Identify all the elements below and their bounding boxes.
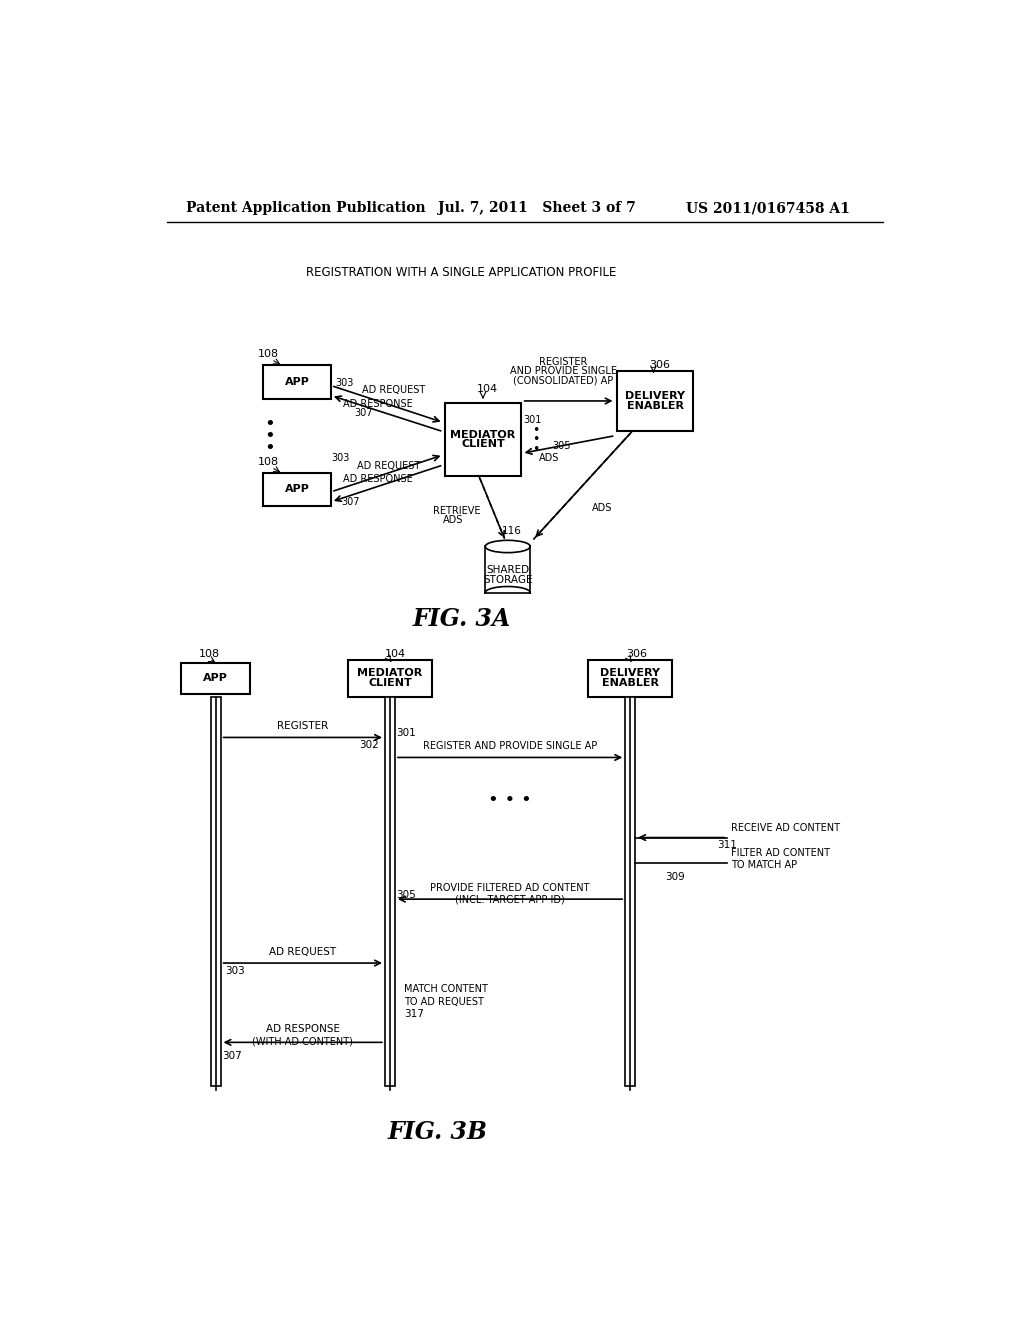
Text: REGISTER: REGISTER	[278, 721, 329, 731]
Text: (INCL. TARGET APP ID): (INCL. TARGET APP ID)	[456, 895, 565, 906]
Text: 108: 108	[258, 348, 280, 359]
Text: 104: 104	[385, 649, 407, 660]
Text: MEDIATOR: MEDIATOR	[357, 668, 423, 678]
Text: 307: 307	[341, 496, 359, 507]
Text: 309: 309	[665, 873, 685, 882]
Text: MEDIATOR: MEDIATOR	[451, 429, 515, 440]
Bar	[617, 371, 693, 430]
Bar	[385, 697, 395, 1086]
Text: 311: 311	[717, 841, 737, 850]
Text: DELIVERY: DELIVERY	[625, 391, 685, 401]
Text: CLIENT: CLIENT	[368, 678, 412, 688]
Text: REGISTER: REGISTER	[540, 356, 588, 367]
Text: 116: 116	[502, 527, 521, 536]
Text: 104: 104	[477, 384, 498, 393]
Text: RECEIVE AD CONTENT: RECEIVE AD CONTENT	[731, 822, 840, 833]
Text: 306: 306	[649, 360, 670, 370]
Text: STORAGE: STORAGE	[483, 576, 532, 585]
Text: TO MATCH AP: TO MATCH AP	[731, 861, 797, 870]
Text: 301: 301	[396, 727, 416, 738]
Text: • • •: • • •	[488, 791, 531, 809]
Text: 303: 303	[225, 966, 245, 975]
Text: AND PROVIDE SINGLE: AND PROVIDE SINGLE	[510, 366, 617, 376]
Text: •: •	[532, 442, 540, 455]
Text: 305: 305	[553, 441, 571, 451]
Text: •: •	[264, 438, 275, 457]
Text: AD REQUEST: AD REQUEST	[269, 946, 336, 957]
Text: 305: 305	[396, 890, 416, 900]
Text: REGISTER AND PROVIDE SINGLE AP: REGISTER AND PROVIDE SINGLE AP	[423, 741, 597, 751]
Bar	[589, 660, 672, 697]
Text: CLIENT: CLIENT	[461, 440, 505, 449]
Bar	[263, 364, 331, 399]
Bar	[348, 660, 432, 697]
Ellipse shape	[485, 540, 530, 553]
Text: 108: 108	[258, 457, 280, 467]
Text: US 2011/0167458 A1: US 2011/0167458 A1	[686, 202, 850, 215]
Text: •: •	[264, 416, 275, 433]
Text: Patent Application Publication: Patent Application Publication	[186, 202, 426, 215]
Text: FILTER AD CONTENT: FILTER AD CONTENT	[731, 847, 829, 858]
Text: •: •	[532, 424, 540, 437]
Text: 307: 307	[354, 408, 373, 418]
Text: ENABLER: ENABLER	[627, 401, 683, 411]
Text: (WITH AD CONTENT): (WITH AD CONTENT)	[252, 1036, 353, 1047]
Text: 307: 307	[222, 1051, 242, 1061]
Text: AD REQUEST: AD REQUEST	[362, 385, 425, 395]
Text: APP: APP	[285, 376, 309, 387]
Text: •: •	[532, 433, 540, 446]
Text: 303: 303	[336, 379, 354, 388]
Text: ADS: ADS	[442, 515, 463, 525]
Bar	[445, 403, 521, 477]
Text: APP: APP	[203, 673, 228, 684]
Text: FIG. 3A: FIG. 3A	[412, 607, 510, 631]
Text: APP: APP	[285, 484, 309, 495]
Text: FIG. 3B: FIG. 3B	[388, 1121, 488, 1144]
Text: •: •	[264, 426, 275, 445]
Text: 301: 301	[523, 416, 542, 425]
Text: PROVIDE FILTERED AD CONTENT: PROVIDE FILTERED AD CONTENT	[430, 883, 590, 892]
Text: ADS: ADS	[592, 503, 611, 513]
Text: ENABLER: ENABLER	[602, 678, 658, 688]
Text: 302: 302	[359, 741, 379, 750]
Text: Jul. 7, 2011   Sheet 3 of 7: Jul. 7, 2011 Sheet 3 of 7	[438, 202, 636, 215]
Text: AD RESPONSE: AD RESPONSE	[343, 474, 414, 484]
Text: AD RESPONSE: AD RESPONSE	[343, 399, 414, 409]
Bar	[181, 663, 250, 693]
Text: TO AD REQUEST: TO AD REQUEST	[403, 997, 483, 1007]
Text: (CONSOLIDATED) AP: (CONSOLIDATED) AP	[513, 375, 613, 385]
Text: SHARED: SHARED	[486, 565, 529, 576]
Text: 306: 306	[627, 649, 647, 660]
Text: AD RESPONSE: AD RESPONSE	[266, 1024, 340, 1035]
Text: RETRIEVE: RETRIEVE	[432, 506, 480, 516]
Bar	[626, 697, 635, 1086]
Text: REGISTRATION WITH A SINGLE APPLICATION PROFILE: REGISTRATION WITH A SINGLE APPLICATION P…	[306, 265, 616, 279]
Text: 108: 108	[199, 649, 220, 660]
Text: AD REQUEST: AD REQUEST	[356, 461, 420, 471]
Bar	[263, 473, 331, 507]
Text: 303: 303	[331, 453, 349, 463]
Bar	[211, 697, 220, 1086]
Text: MATCH CONTENT: MATCH CONTENT	[403, 985, 487, 994]
Text: DELIVERY: DELIVERY	[600, 668, 660, 678]
Text: 317: 317	[403, 1008, 424, 1019]
Text: ADS: ADS	[539, 453, 559, 463]
